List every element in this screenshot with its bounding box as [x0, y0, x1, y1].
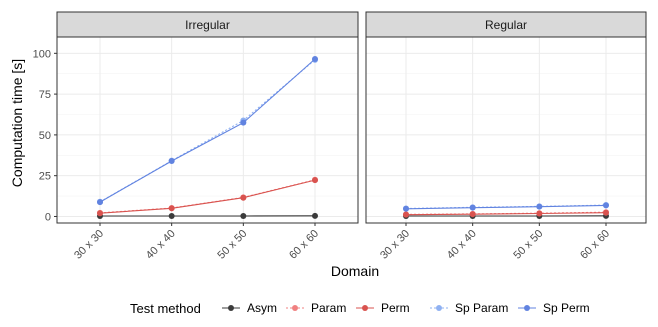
point-sp-perm — [240, 120, 246, 126]
point-perm — [169, 205, 175, 211]
point-perm — [240, 195, 246, 201]
panel-background-regular — [366, 37, 646, 223]
panel-irregular: Irregular 0 25 50 75 100 30 x 30 40 x 40 50 x 50… — [33, 12, 358, 262]
legend-title: Test method — [130, 301, 201, 316]
point-perm — [403, 212, 409, 218]
point-perm — [470, 211, 476, 217]
legend-label-sp-param: Sp Param — [455, 301, 508, 315]
x-tick-label: 60 x 60 — [578, 228, 612, 262]
legend-key-point-asym — [228, 305, 234, 311]
legend-key-point-sp-perm — [524, 305, 530, 311]
y-tick-label: 75 — [39, 89, 51, 101]
point-sp-perm — [403, 206, 409, 212]
y-tick-label: 0 — [45, 211, 51, 223]
point-perm — [312, 177, 318, 183]
point-sp-perm — [603, 202, 609, 208]
point-sp-perm — [470, 205, 476, 211]
x-tick-label: 60 x 60 — [287, 228, 321, 262]
x-tick-label: 40 x 40 — [445, 228, 479, 262]
legend-entry-asym: Asym — [222, 301, 277, 315]
y-axis-title: Computation time [s] — [9, 59, 25, 187]
point-perm — [603, 210, 609, 216]
x-tick-label: 50 x 50 — [511, 228, 545, 262]
x-tick-label: 30 x 30 — [72, 228, 106, 262]
legend-entry-param: Param — [286, 301, 346, 315]
legend-key-point-sp-param — [436, 305, 442, 311]
legend-label-perm: Perm — [381, 301, 410, 315]
legend-label-asym: Asym — [247, 301, 277, 315]
point-perm — [536, 211, 542, 217]
strip-label-regular: Regular — [485, 18, 527, 32]
legend-entry-sp-param: Sp Param — [430, 301, 508, 315]
point-sp-perm — [536, 204, 542, 210]
panel-regular: Regular 30 x 30 40 x 40 50 x 50 60 x 60 — [366, 12, 646, 262]
legend-entry-perm: Perm — [356, 301, 410, 315]
point-asym — [169, 213, 175, 219]
point-perm — [97, 210, 103, 216]
y-tick-label: 100 — [33, 48, 51, 60]
y-tick-label: 25 — [39, 171, 51, 183]
point-asym — [240, 213, 246, 219]
point-sp-perm — [312, 56, 318, 62]
x-tick-label: 40 x 40 — [144, 228, 178, 262]
x-tick-label: 30 x 30 — [378, 228, 412, 262]
legend-entry-sp-perm: Sp Perm — [518, 301, 590, 315]
point-sp-perm — [169, 158, 175, 164]
x-axis-title: Domain — [331, 263, 379, 279]
legend-key-point-param — [292, 305, 298, 311]
panel-background-irregular — [57, 37, 358, 223]
legend: Test method Asym Param Perm Sp Param Sp Perm — [130, 301, 590, 316]
legend-key-point-perm — [362, 305, 368, 311]
y-tick-label: 50 — [39, 130, 51, 142]
legend-label-param: Param — [311, 301, 346, 315]
point-sp-perm — [97, 199, 103, 205]
point-asym — [312, 213, 318, 219]
x-tick-label: 50 x 50 — [215, 228, 249, 262]
legend-label-sp-perm: Sp Perm — [543, 301, 590, 315]
strip-label-irregular: Irregular — [185, 18, 230, 32]
